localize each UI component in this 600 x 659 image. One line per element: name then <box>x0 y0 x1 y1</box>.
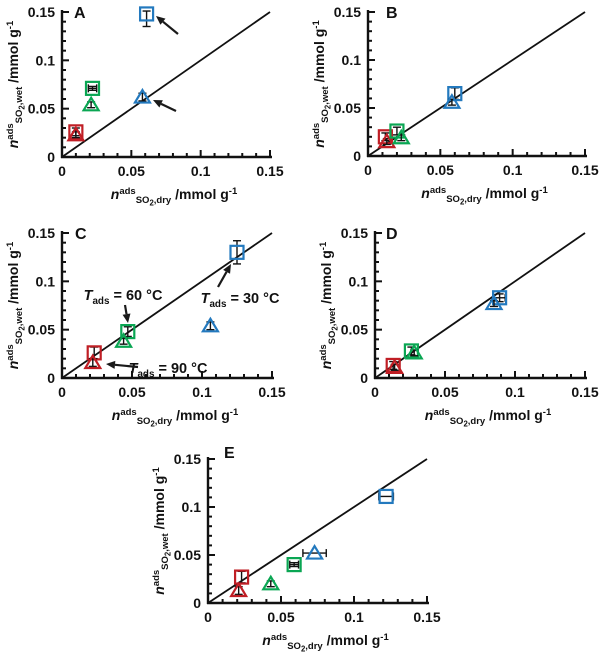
marker-green-triangle <box>114 332 134 348</box>
x-axis-label: nadsSO2,dry /mmol g-1 <box>425 407 552 429</box>
x-axis-label: nadsSO2,dry /mmol g-1 <box>112 407 239 429</box>
marker-blue-triangle <box>442 93 462 109</box>
y-axis-label: nadsSO2,wet /mmol g-1 <box>5 241 27 369</box>
marker-green-square <box>84 80 101 96</box>
marker-blue-triangle <box>484 294 504 311</box>
y-axis-label: nadsSO2,wet /mmol g-1 <box>5 20 27 148</box>
x-tick-label: 0.15 <box>413 609 440 625</box>
x-tick-label: 0.15 <box>571 162 598 178</box>
marker-blue-square <box>378 488 394 505</box>
x-tick-label: 0 <box>364 162 372 178</box>
y-tick-label: 0 <box>47 370 55 386</box>
x-tick-label: 0.05 <box>267 609 294 625</box>
annotation-label: Tads = 30 °C <box>201 291 280 310</box>
x-axis-label: nadsSO2,dry /mmol g-1 <box>262 632 389 654</box>
y-tick-label: 0.1 <box>182 499 202 515</box>
y-tick-label: 0.05 <box>341 322 368 338</box>
parity-line <box>207 458 428 604</box>
y-tick-label: 0.1 <box>36 273 56 289</box>
x-tick-label: 0.15 <box>256 163 283 179</box>
marker-red-triangle <box>66 125 86 142</box>
marker-red-triangle <box>229 581 249 598</box>
annotation-arrowhead <box>223 264 231 274</box>
x-tick-label: 0.1 <box>344 609 364 625</box>
annotation-arrow <box>123 304 128 315</box>
y-tick-label: 0 <box>47 149 55 165</box>
panel-letter-E: E <box>224 445 235 462</box>
annotation-arrow <box>162 20 179 35</box>
parity-line <box>374 232 586 379</box>
marker-green-triangle <box>404 343 424 360</box>
panel-letter-C: C <box>75 226 87 243</box>
annotation-arrow <box>217 271 228 288</box>
annotation-arrow <box>114 363 139 369</box>
x-axis-label: nadsSO2,dry /mmol g-1 <box>111 186 238 208</box>
annotation-arrowhead <box>122 313 131 323</box>
panel-c-chart: 00 0.05 0.05 0.1 0.1 0.15 0.15 nadsSO2,dry /mmo… <box>5 225 286 429</box>
x-tick-label: 0.05 <box>427 162 454 178</box>
x-tick-label: 0.1 <box>503 162 523 178</box>
annotation-label: Tads = 90 °C <box>129 361 208 380</box>
annotation-arrow <box>160 102 177 112</box>
x-tick-label: 0 <box>204 609 212 625</box>
annotation-label: Tads = 60 °C <box>84 288 163 307</box>
annotation-arrowhead <box>106 360 116 369</box>
y-axis-label: nadsSO2,wet /mmol g-1 <box>151 467 173 595</box>
panel-d-chart: 00 0.05 0.05 0.1 0.1 0.15 0.15 nadsSO2,dry /mmo… <box>318 225 599 429</box>
marker-blue-triangle <box>305 543 325 560</box>
y-axis-label: nadsSO2,wet /mmol g-1 <box>311 20 333 148</box>
marker-green-triangle <box>391 128 411 145</box>
y-tick-label: 0 <box>353 148 361 164</box>
parity-line <box>61 11 271 158</box>
y-tick-label: 0.05 <box>334 100 361 116</box>
marker-green-square <box>120 323 136 340</box>
y-axis-label: nadsSO2,wet /mmol g-1 <box>318 241 340 369</box>
marker-blue-triangle <box>132 87 152 104</box>
marker-blue-square <box>138 6 155 22</box>
y-tick-label: 0.05 <box>28 101 55 117</box>
marker-red-square <box>233 569 250 585</box>
annotation-arrowhead <box>153 100 163 108</box>
marker-green-triangle <box>261 574 281 591</box>
panel-a-chart: 00 0.05 0.05 0.1 0.1 0.15 0.15 nadsSO2,dry /mmo… <box>5 4 284 208</box>
y-tick-label: 0.15 <box>341 225 368 241</box>
y-tick-label: 0 <box>360 370 368 386</box>
panel-e-chart: 00 0.05 0.05 0.1 0.1 0.15 0.15 nadsSO2,dry /mmo… <box>151 445 441 654</box>
y-tick-label: 0.15 <box>28 225 55 241</box>
panel-b-chart: 00 0.05 0.05 0.1 0.1 0.15 0.15 nadsSO2,dry /mmo… <box>311 4 599 207</box>
y-tick-label: 0.1 <box>349 273 369 289</box>
x-tick-label: 0 <box>58 163 66 179</box>
y-tick-label: 0.15 <box>334 4 361 20</box>
y-tick-label: 0.05 <box>28 322 55 338</box>
marker-green-triangle <box>81 95 101 112</box>
x-tick-label: 0 <box>58 384 66 400</box>
y-tick-label: 0.1 <box>36 52 56 68</box>
marker-red-triangle <box>377 132 397 149</box>
x-tick-label: 0 <box>371 384 379 400</box>
x-tick-label: 0.1 <box>505 384 525 400</box>
x-axis-label: nadsSO2,dry /mmol g-1 <box>421 185 548 207</box>
y-tick-label: 0.1 <box>342 52 362 68</box>
x-tick-label: 0.05 <box>431 384 458 400</box>
marker-red-triangle <box>83 353 103 370</box>
marker-blue-triangle <box>200 316 220 333</box>
y-tick-label: 0.15 <box>174 451 201 467</box>
x-tick-label: 0.15 <box>571 384 598 400</box>
panel-letter-B: B <box>386 5 398 22</box>
panel-letter-D: D <box>386 226 398 243</box>
x-tick-label: 0.05 <box>118 384 145 400</box>
x-tick-label: 0.1 <box>192 384 212 400</box>
panel-letter-A: A <box>74 5 86 22</box>
marker-green-square <box>286 556 302 573</box>
x-tick-label: 0.15 <box>258 384 285 400</box>
marker-blue-square <box>229 244 245 260</box>
annotation-arrowhead <box>156 16 166 25</box>
y-tick-label: 0 <box>193 595 201 611</box>
marker-red-triangle <box>385 358 405 374</box>
x-tick-label: 0.1 <box>191 163 211 179</box>
x-tick-label: 0.05 <box>118 163 145 179</box>
y-tick-label: 0.05 <box>174 547 201 563</box>
y-tick-label: 0.15 <box>28 4 55 20</box>
